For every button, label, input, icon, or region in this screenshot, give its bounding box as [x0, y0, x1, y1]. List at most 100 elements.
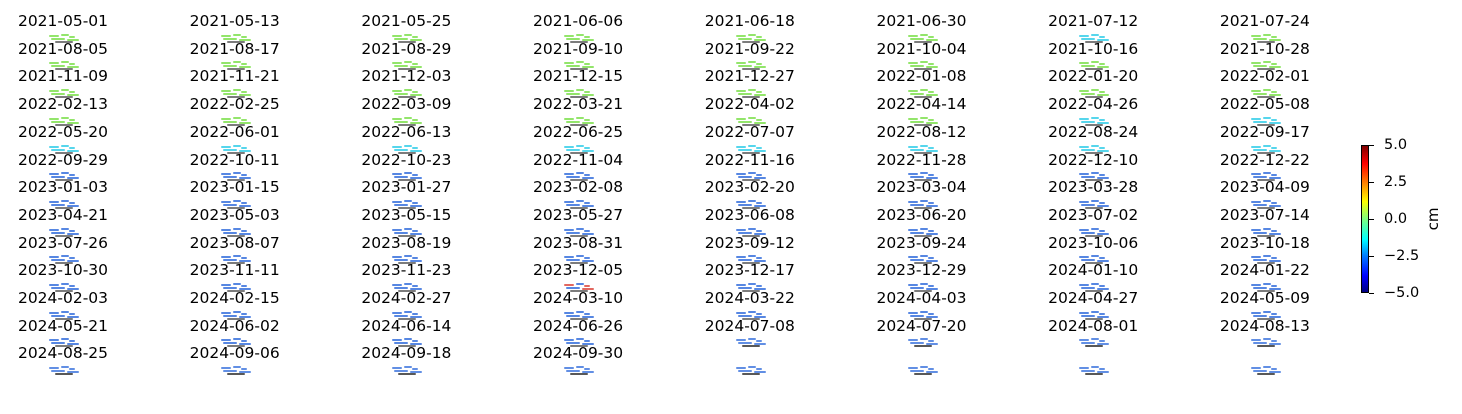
map-pixels	[925, 232, 938, 235]
map-pixels	[735, 311, 746, 314]
map-pixels	[584, 63, 591, 66]
map-pixels	[1097, 177, 1110, 180]
map-pixels	[737, 370, 752, 373]
map-pixels	[238, 94, 251, 97]
map-pixels	[238, 288, 251, 290]
map-pixels	[1268, 121, 1281, 124]
map-pixels	[927, 174, 934, 177]
map-pixels	[925, 371, 938, 374]
map-pixels	[919, 283, 928, 285]
map-pixels	[570, 96, 589, 99]
panel-title: 2023-08-07	[189, 233, 280, 252]
map-pixels	[410, 121, 423, 124]
map-pixels	[909, 93, 924, 96]
panel-title: 2023-06-08	[704, 205, 795, 224]
colorbar-tick-label: 0.0	[1384, 211, 1408, 227]
map-pixels	[404, 61, 413, 64]
panel-map	[47, 199, 83, 209]
panel-title: 2024-02-15	[189, 289, 280, 307]
map-pixels	[582, 232, 595, 235]
map-pixels	[919, 338, 928, 341]
panel-title: 2021-06-06	[533, 12, 624, 30]
map-pixels	[55, 179, 73, 182]
panel-title: 2023-01-15	[189, 178, 280, 197]
map-pixels	[410, 260, 423, 263]
map-pixels	[755, 118, 762, 121]
panel-title: 2022-01-08	[876, 67, 967, 86]
panel-map	[1249, 365, 1285, 376]
map-pixels	[909, 342, 924, 345]
map-pixels	[913, 262, 932, 265]
panel-title: 2024-03-10	[533, 289, 624, 307]
map-pixels	[907, 173, 918, 176]
panel-map	[47, 171, 83, 182]
map-pixels	[222, 203, 237, 206]
panel-title: 2021-06-18	[704, 12, 795, 30]
panel-title: 2023-10-30	[17, 261, 109, 280]
map-pixels	[1085, 234, 1104, 237]
map-pixels	[51, 148, 65, 151]
map-pixels	[51, 203, 65, 206]
colorbar	[1361, 145, 1369, 293]
panel-map	[906, 365, 942, 376]
colorbar-tick-label: 2.5	[1384, 174, 1408, 190]
map-pixels	[222, 120, 237, 123]
map-pixels	[1256, 96, 1275, 99]
panel-title: 2023-09-24	[876, 233, 967, 252]
map-pixels	[55, 123, 73, 126]
map-pixels	[49, 367, 59, 370]
map-pixels	[1270, 229, 1277, 232]
map-pixels	[909, 148, 924, 151]
map-pixels	[566, 148, 581, 151]
map-pixels	[927, 340, 934, 343]
map-pixels	[566, 203, 581, 206]
map-pixels	[394, 176, 409, 179]
panel-map	[1077, 282, 1113, 292]
map-pixels	[735, 228, 746, 231]
panel-map	[562, 88, 598, 99]
panel-title: 2023-10-06	[1048, 233, 1139, 252]
map-pixels	[226, 290, 245, 292]
map-pixels	[412, 285, 419, 287]
map-pixels	[1099, 118, 1106, 121]
colorbar-tick	[1369, 256, 1374, 257]
panel-map	[219, 227, 255, 237]
map-pixels	[49, 34, 59, 37]
colorbar-tick-label: −2.5	[1384, 248, 1420, 264]
map-pixels	[404, 172, 413, 175]
map-pixels	[220, 228, 231, 231]
panel-title: 2022-11-16	[704, 150, 795, 169]
map-pixels	[570, 317, 589, 320]
map-pixels	[232, 366, 241, 369]
panel-map	[390, 60, 426, 71]
map-pixels	[222, 148, 237, 151]
map-pixels	[747, 227, 756, 230]
map-pixels	[907, 117, 918, 120]
map-pixels	[1268, 94, 1281, 97]
panel-title: 2023-04-09	[1219, 178, 1310, 197]
map-pixels	[238, 315, 251, 318]
map-pixels	[747, 89, 756, 92]
panel-title: 2021-07-24	[1219, 12, 1310, 30]
panel-map	[1077, 310, 1113, 320]
map-pixels	[564, 62, 575, 65]
map-pixels	[1270, 63, 1277, 66]
colorbar-tick-label: 5.0	[1384, 137, 1408, 153]
map-pixels	[1262, 116, 1271, 119]
map-pixels	[1085, 40, 1104, 43]
map-pixels	[238, 260, 251, 263]
panel-title: 2023-01-03	[17, 178, 109, 197]
map-pixels	[564, 367, 575, 370]
map-pixels	[925, 94, 938, 97]
map-pixels	[49, 284, 59, 286]
map-pixels	[737, 65, 752, 68]
map-pixels	[61, 338, 69, 341]
panel-title: 2022-04-26	[1048, 95, 1139, 114]
map-pixels	[582, 121, 595, 124]
map-pixels	[919, 172, 928, 175]
map-pixels	[1091, 33, 1100, 36]
map-pixels	[1270, 368, 1277, 371]
panel-map	[906, 254, 942, 265]
map-pixels	[1252, 259, 1267, 262]
panel-map	[219, 88, 255, 99]
